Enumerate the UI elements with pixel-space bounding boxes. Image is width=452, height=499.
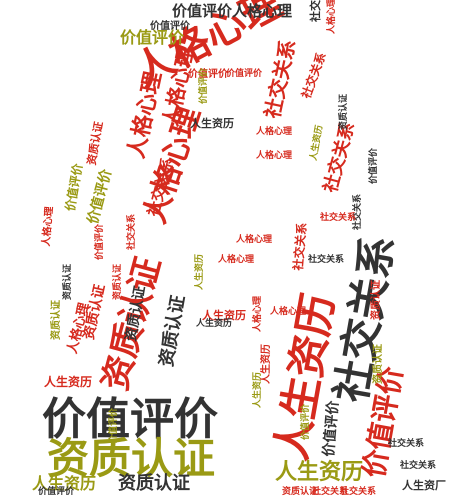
word-09: 价值评价人格心理 — [172, 2, 293, 20]
word-63: 资质认证 — [373, 344, 384, 384]
word-64: 社交关系 — [388, 439, 425, 449]
word-54: 资质认证 — [339, 93, 349, 130]
word-55: 价值评价 — [95, 223, 105, 260]
word-46: 人格心理 — [41, 206, 56, 247]
word-58: 人生资历 — [261, 344, 272, 384]
word-65: 资质认证 — [63, 263, 73, 300]
word-67: 人格心理 — [270, 307, 307, 317]
word-29: 社交关系 — [299, 50, 329, 101]
word-26: 人生资历 — [44, 375, 93, 389]
word-52: 社交关系 — [353, 193, 363, 230]
word-38: 价值评价 — [188, 69, 228, 80]
word-12: 人生资历 — [32, 474, 97, 493]
word-57: 社交关系 — [308, 255, 345, 265]
word-13: 价值评价 — [120, 28, 185, 47]
word-60: 人格心理 — [236, 235, 273, 245]
word-45: 资质认证 — [85, 120, 106, 167]
word-39: 人格心理 — [218, 255, 255, 265]
word-11: 资质认证 — [118, 473, 190, 494]
word-53: 人格心理 — [253, 295, 263, 332]
word-66: 人生资历 — [195, 253, 205, 290]
word-68: 价值评价 — [226, 69, 263, 79]
word-47: 价值评价 — [38, 487, 75, 497]
word-34: 社交关系 — [312, 487, 349, 497]
word-35: 社交关系 — [400, 461, 437, 471]
word-62: 价值评价 — [369, 147, 379, 184]
word-02: 价值评价 — [42, 394, 218, 445]
word-20: 人生资历 — [202, 309, 246, 322]
word-70: 资质认证 — [113, 263, 123, 300]
word-31: 价值评价 — [321, 400, 342, 458]
word-43: 价值评价 — [109, 407, 119, 444]
word-37: 人生资厂 — [402, 479, 446, 492]
word-33: 人生资历 — [196, 319, 233, 329]
word-28: 人格心理 — [256, 151, 293, 161]
word-51: 价值评价 — [199, 67, 209, 104]
word-30: 社交关系 — [309, 0, 322, 22]
word-49: 人生资历 — [309, 124, 326, 162]
word-59: 价值评价 — [301, 403, 311, 440]
word-40: 价值评价 — [63, 162, 86, 213]
word-50: 资质认证 — [371, 280, 382, 320]
word-48: 社交关系 — [340, 487, 377, 497]
word-03: 资质认证 — [47, 434, 216, 483]
word-21: 价值评价 — [85, 167, 115, 226]
word-10: 人生资历 — [275, 460, 364, 485]
word-19: 价值评价 — [150, 21, 190, 32]
word-25: 人生资历 — [190, 117, 234, 130]
word-27: 人格心理 — [256, 127, 293, 137]
word-18: 资质认证 — [156, 293, 190, 369]
word-14: 社交关系 — [260, 37, 301, 121]
word-61: 社交关系 — [127, 213, 137, 250]
word-56: 人格心理 — [327, 0, 337, 34]
word-42: 社交关系 — [291, 222, 310, 272]
word-69: 社交关系 — [320, 213, 357, 223]
word-41: 资质认证 — [51, 300, 62, 340]
word-17: 社交关系 — [320, 119, 359, 195]
word-36: 资质认证 — [282, 487, 319, 497]
